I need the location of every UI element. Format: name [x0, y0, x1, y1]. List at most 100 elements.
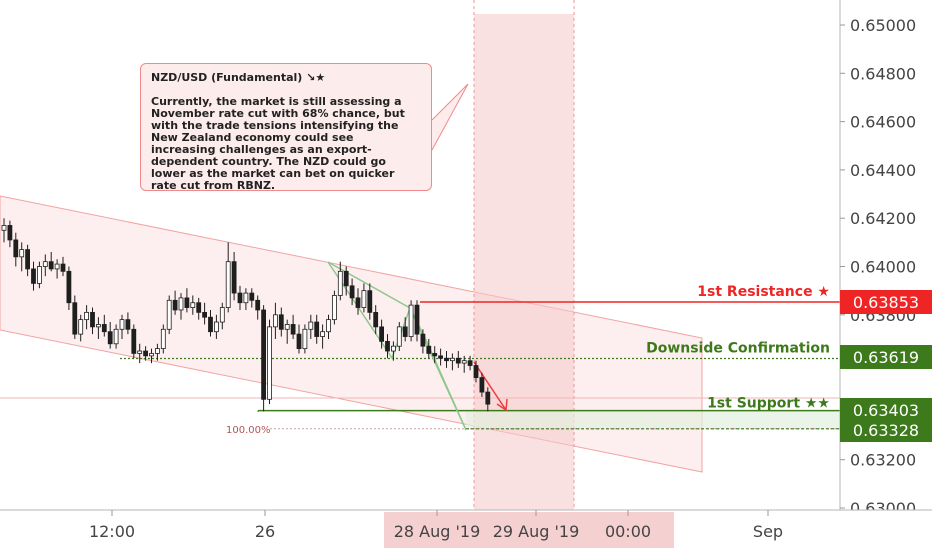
candle-body — [361, 290, 367, 308]
candle-body — [355, 297, 361, 308]
candle-body — [308, 321, 314, 330]
candle-body — [302, 328, 308, 350]
price-box-label: 0.63619 — [853, 348, 919, 367]
x-tick-label: 29 Aug '19 — [493, 522, 580, 541]
projection-arrow — [473, 361, 507, 411]
candle-body — [278, 314, 284, 330]
x-range-highlight — [384, 512, 674, 548]
candle-body — [455, 357, 461, 364]
candles — [1, 218, 491, 412]
candle-body — [213, 321, 219, 333]
support-zone — [466, 410, 840, 429]
note-body: Currently, the market is still assessing… — [151, 95, 405, 192]
candle-body — [432, 353, 438, 357]
candle-body — [31, 268, 36, 284]
candle-body — [202, 311, 208, 318]
candle-body — [37, 266, 42, 284]
candle-body — [101, 324, 107, 333]
candle-body — [272, 314, 278, 328]
level-labels: 100.00% 1st Resistance ★ Downside Confirma… — [226, 284, 830, 436]
candle-body — [390, 345, 396, 352]
candle-body — [444, 357, 449, 362]
projection-arrow-head — [496, 398, 508, 412]
candle-body — [107, 331, 113, 345]
candle-body — [396, 326, 402, 347]
candle-body — [402, 326, 408, 337]
background-layer — [0, 0, 840, 510]
candle-body — [320, 331, 326, 337]
candle-body — [485, 391, 491, 405]
candle-body — [379, 326, 385, 342]
candle-body — [326, 319, 331, 333]
candle-body — [373, 311, 379, 328]
resistance-label: 1st Resistance ★ — [697, 284, 830, 300]
price-box — [840, 290, 932, 314]
x-tick-label: 12:00 — [89, 522, 135, 541]
candle-body — [461, 360, 467, 364]
pattern-line-a — [327, 261, 411, 309]
candle-body — [255, 299, 261, 311]
candle-body — [184, 297, 190, 308]
candle-body — [54, 263, 60, 270]
candle-body — [13, 239, 19, 258]
candle-body — [125, 319, 131, 330]
candle-body — [284, 324, 290, 330]
candle-body — [196, 302, 202, 313]
support-label: 1st Support ★★ — [707, 396, 830, 412]
candle-body — [243, 292, 249, 304]
candle-body — [113, 328, 119, 345]
x-tick-label: 28 Aug '19 — [394, 522, 481, 541]
candle-body — [343, 270, 349, 287]
fundamental-note: NZD/USD (Fundamental) ↘★ Currently, the … — [140, 63, 432, 192]
note-pointer — [431, 83, 469, 151]
candle-body — [7, 225, 13, 241]
candle-body — [231, 261, 237, 294]
price-box-label: 0.63328 — [853, 421, 919, 440]
candle-body — [25, 249, 31, 270]
candle-body — [290, 324, 296, 335]
level-lines — [120, 301, 840, 430]
candle-body — [137, 350, 143, 354]
candle-body — [296, 333, 302, 350]
candle-body — [160, 328, 166, 350]
candle-body — [219, 307, 225, 323]
price-box-label: 0.63853 — [853, 293, 919, 312]
candle-body — [172, 299, 178, 311]
price-box — [840, 418, 932, 442]
candle-body — [408, 304, 414, 337]
candle-body — [349, 285, 355, 299]
candle-body — [84, 311, 89, 321]
candle-body — [331, 295, 337, 321]
y-tick-label: 0.65000 — [850, 16, 916, 35]
x-tick-label: 00:00 — [605, 522, 651, 541]
candle-body — [479, 377, 485, 393]
x-tick-label: Sep — [753, 522, 783, 541]
candle-body — [178, 297, 184, 311]
candle-body — [426, 345, 432, 354]
price-box-label: 0.63403 — [853, 401, 919, 420]
candle-body — [314, 321, 320, 337]
candle-body — [249, 292, 255, 301]
candle-body — [48, 261, 54, 270]
candle-body — [154, 348, 160, 354]
candle-body — [60, 263, 66, 272]
candle-body — [438, 355, 444, 359]
candle-body — [78, 319, 84, 335]
candle-body — [66, 270, 72, 304]
candle-body — [337, 270, 343, 296]
y-tick-label: 0.63200 — [850, 451, 916, 470]
candle-body — [208, 316, 213, 333]
candle-body — [90, 311, 95, 328]
candle-body — [72, 302, 78, 335]
candle-body — [149, 353, 154, 357]
y-tick-label: 0.64000 — [850, 258, 916, 277]
candle-body — [143, 350, 149, 357]
descending-channel — [0, 195, 703, 473]
candle-body — [367, 290, 373, 313]
candle-body — [19, 249, 25, 258]
candle-body — [267, 326, 272, 400]
candle-body — [449, 357, 455, 362]
candle-body — [119, 319, 125, 330]
